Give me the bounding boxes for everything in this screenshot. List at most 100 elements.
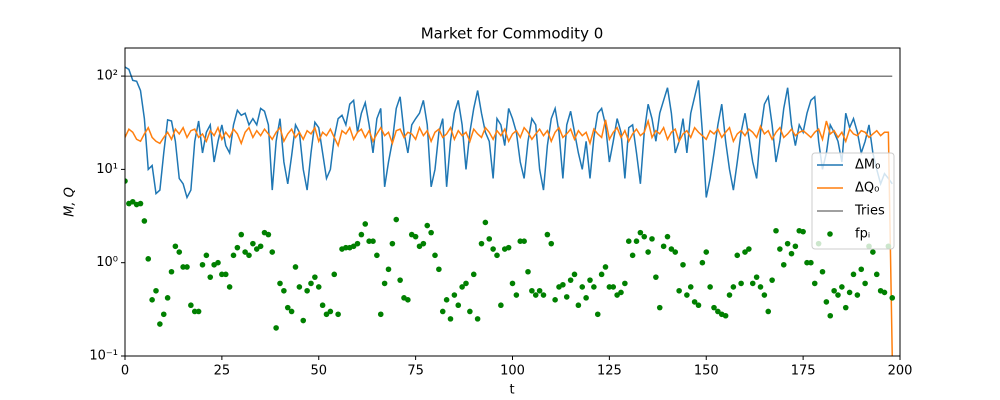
data-point [366, 238, 372, 244]
y-tick-label: 10² [96, 69, 118, 84]
series-line [125, 118, 893, 356]
data-point [846, 289, 853, 296]
data-point [281, 287, 287, 294]
data-point [571, 271, 578, 278]
data-point [808, 259, 814, 266]
data-point [835, 292, 841, 298]
data-point [715, 308, 721, 315]
data-point [517, 238, 524, 244]
data-point [641, 233, 648, 240]
data-point [443, 297, 450, 303]
x-tick-label: 125 [597, 364, 622, 379]
data-point [881, 289, 888, 296]
data-point [219, 271, 225, 278]
data-point [521, 238, 527, 244]
data-point [374, 252, 380, 259]
data-point [777, 246, 783, 252]
data-point [164, 295, 171, 301]
data-point [125, 178, 128, 184]
data-point [137, 200, 144, 207]
data-point [304, 287, 310, 294]
data-point [455, 302, 462, 309]
data-point [722, 312, 729, 319]
data-point [459, 284, 465, 290]
data-point [726, 292, 733, 298]
legend-box [811, 152, 895, 250]
data-point [773, 227, 779, 234]
y-tick-label: 10⁻¹ [89, 349, 118, 364]
data-point [203, 252, 210, 259]
data-point [377, 311, 384, 318]
data-point [405, 297, 411, 303]
x-axis-label: t [509, 383, 514, 398]
data-point [160, 311, 167, 318]
data-point [184, 264, 190, 270]
data-point [780, 261, 787, 268]
data-point [618, 289, 624, 296]
data-point [653, 274, 659, 280]
data-point [412, 233, 419, 240]
data-point [656, 304, 663, 311]
data-point [536, 287, 543, 294]
data-point [312, 274, 318, 280]
data-point [362, 221, 369, 227]
data-point [711, 304, 717, 311]
chart-title: Market for Commodity 0 [421, 25, 604, 43]
data-point [389, 240, 396, 247]
data-point [532, 292, 539, 298]
data-point [381, 280, 388, 287]
data-point [703, 249, 710, 255]
data-point [684, 292, 690, 298]
data-point [439, 308, 446, 315]
data-point [180, 264, 186, 270]
data-point [769, 277, 775, 283]
data-point [870, 249, 876, 255]
data-point [129, 198, 136, 205]
data-point [742, 249, 748, 255]
data-point [265, 231, 272, 238]
data-point [354, 240, 361, 247]
data-point [226, 284, 233, 290]
data-point [230, 252, 237, 259]
data-point [463, 280, 469, 287]
data-point [176, 249, 183, 255]
data-point [827, 312, 834, 319]
data-point [250, 240, 256, 247]
data-point [649, 236, 655, 242]
data-point [424, 222, 431, 229]
data-point [319, 302, 326, 309]
data-point [854, 292, 861, 298]
data-point [858, 266, 865, 273]
data-point [490, 246, 496, 252]
data-point [788, 250, 795, 257]
data-point [660, 243, 667, 250]
data-point [552, 297, 558, 303]
x-tick-label: 150 [694, 364, 719, 379]
data-point [680, 261, 686, 268]
data-point [343, 244, 349, 251]
data-point [637, 229, 644, 236]
data-point [579, 284, 586, 290]
data-point [509, 280, 516, 287]
data-point [323, 311, 330, 318]
x-tick-label: 0 [121, 364, 129, 379]
data-point [839, 284, 845, 290]
data-point [482, 219, 489, 226]
data-point [622, 280, 628, 287]
legend: ΔM₀ ΔQ₀ Tries fpᵢ [811, 152, 895, 250]
data-point [560, 281, 566, 288]
data-point [625, 238, 632, 244]
data-point [672, 249, 679, 255]
data-point [308, 280, 314, 287]
data-point [432, 252, 438, 259]
data-point [831, 287, 837, 294]
data-point [645, 249, 651, 255]
y-tick-label: 10¹ [96, 162, 118, 177]
data-point [587, 277, 593, 283]
data-point [486, 236, 493, 242]
data-point [889, 295, 896, 301]
legend-label: ΔM₀ [855, 158, 880, 173]
data-point [273, 325, 279, 331]
data-point [691, 299, 698, 305]
x-tick-label: 200 [888, 364, 913, 379]
